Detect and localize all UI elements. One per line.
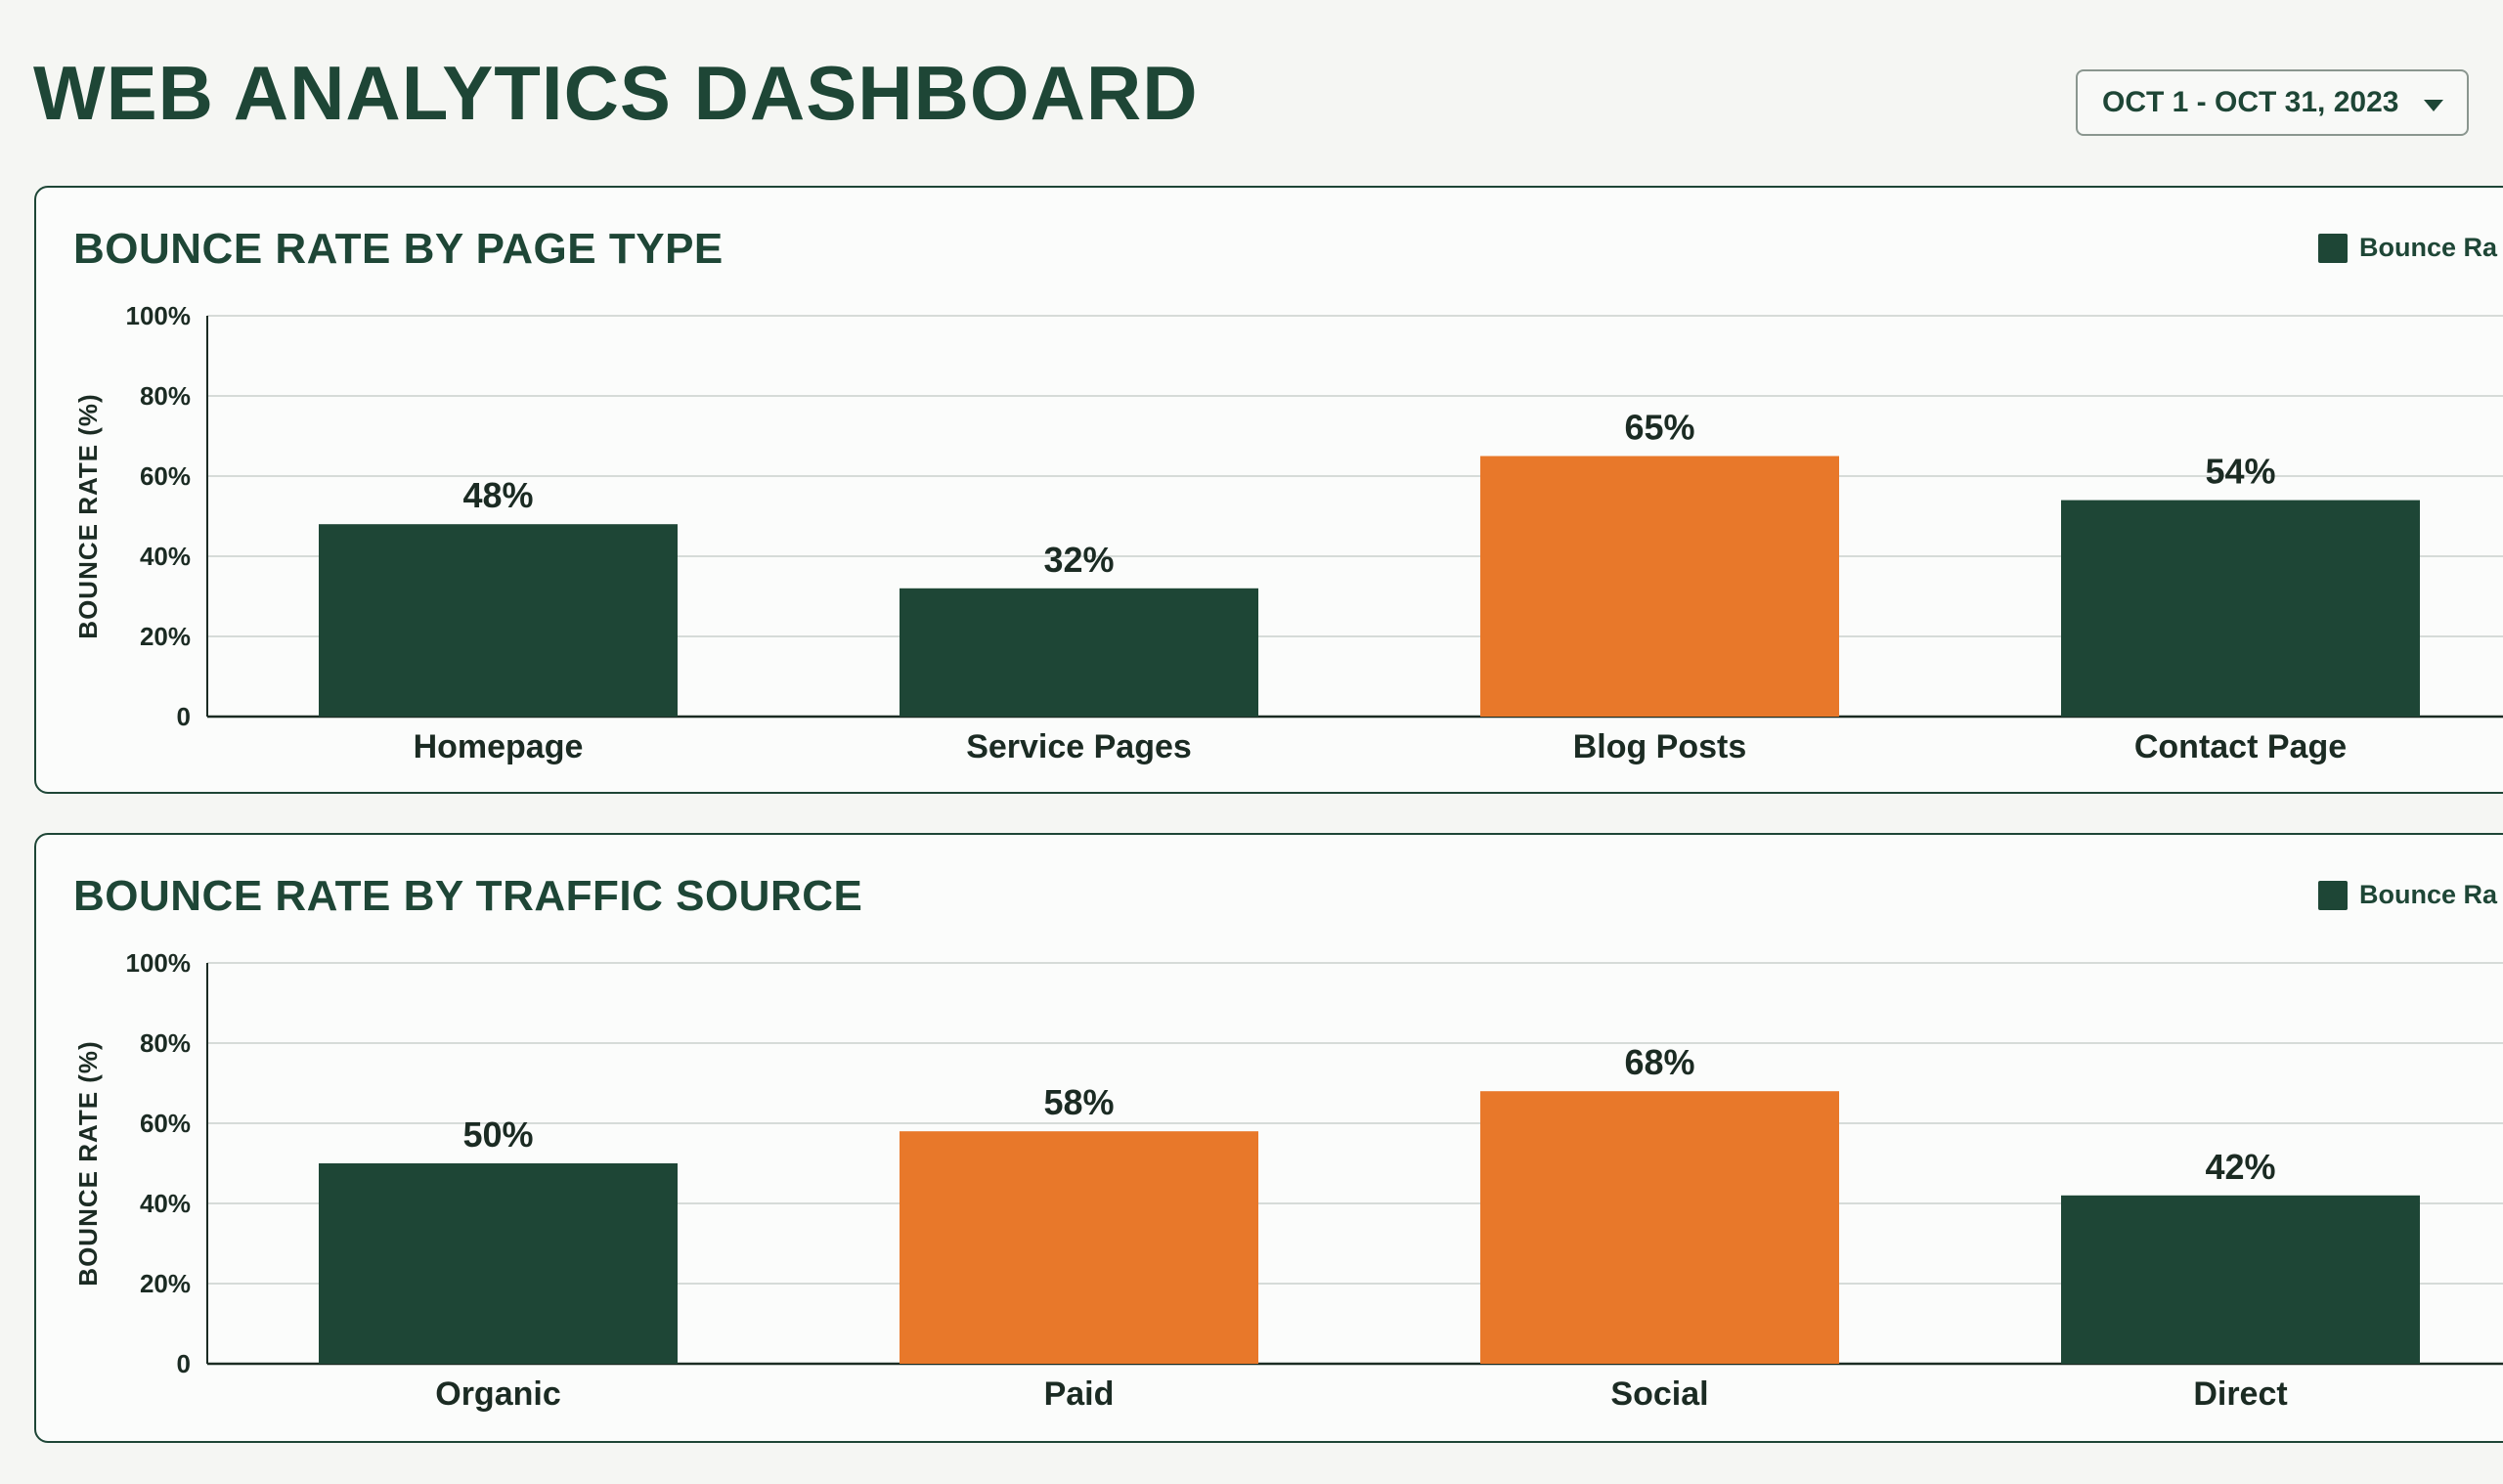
legend-swatch [2318, 880, 2348, 910]
y-tick-label: 0 [177, 702, 191, 731]
data-label: 32% [1043, 540, 1114, 580]
y-tick-label: 0 [177, 1349, 191, 1378]
y-axis-label: BOUNCE RATE (%) [73, 1040, 103, 1286]
data-label: 48% [462, 475, 533, 515]
data-label: 58% [1043, 1082, 1114, 1122]
category-label: Service Pages [966, 728, 1192, 765]
chart-legend: Bounce Ra [2318, 880, 2497, 910]
bar [1480, 456, 1839, 717]
legend-swatch [2318, 233, 2348, 263]
bar [1480, 1091, 1839, 1364]
data-label: 54% [2205, 452, 2275, 492]
bounce-by-page-type-chart: 0 20% 40% 60% 80% 100% BOUNCE RATE (%) 48% Homep… [73, 301, 2503, 765]
y-tick-label: 100% [126, 301, 192, 330]
category-label: Homepage [414, 728, 584, 765]
date-range-label: OCT 1 - OCT 31, 2023 [2102, 86, 2399, 118]
data-label: 50% [462, 1114, 533, 1155]
category-label: Social [1610, 1375, 1708, 1413]
bar [900, 588, 1258, 717]
category-label: Organic [435, 1375, 560, 1413]
y-tick-label: 80% [140, 381, 191, 411]
legend-label: Bounce Ra [2359, 233, 2498, 262]
y-tick-label: 60% [140, 1109, 191, 1138]
chevron-down-icon [2424, 100, 2443, 111]
y-tick-label: 20% [140, 622, 191, 651]
chart-title: BOUNCE RATE BY PAGE TYPE [73, 225, 724, 273]
y-tick-label: 80% [140, 1028, 191, 1058]
bounce-by-traffic-source-chart: 0 20% 40% 60% 80% 100% BOUNCE RATE (%) 50% Organ… [73, 948, 2503, 1413]
bar [319, 1163, 678, 1364]
y-axis-label: BOUNCE RATE (%) [73, 393, 103, 638]
chart-title: BOUNCE RATE BY TRAFFIC SOURCE [73, 872, 863, 920]
data-label: 42% [2205, 1147, 2275, 1187]
y-tick-label: 40% [140, 542, 191, 571]
category-label: Paid [1044, 1375, 1115, 1413]
category-label: Blog Posts [1573, 728, 1747, 765]
y-tick-label: 100% [126, 948, 192, 978]
page-title: WEB ANALYTICS DASHBOARD [33, 50, 1199, 136]
y-tick-label: 20% [140, 1269, 191, 1298]
date-range-dropdown[interactable]: OCT 1 - OCT 31, 2023 [2076, 69, 2469, 136]
legend-label: Bounce Ra [2359, 880, 2498, 909]
data-label: 68% [1624, 1042, 1694, 1082]
category-label: Contact Page [2134, 728, 2347, 765]
chart-legend: Bounce Ra [2318, 233, 2497, 263]
bar [900, 1131, 1258, 1364]
bounce-by-traffic-source-panel: BOUNCE RATE BY TRAFFIC SOURCE Bounce Ra … [34, 833, 2503, 1443]
bounce-by-page-type-panel: BOUNCE RATE BY PAGE TYPE Bounce Ra 0 20% 4… [34, 186, 2503, 794]
bar [2061, 500, 2420, 717]
bar [2061, 1195, 2420, 1364]
category-label: Direct [2193, 1375, 2287, 1413]
y-tick-label: 40% [140, 1189, 191, 1218]
data-label: 65% [1624, 408, 1694, 448]
bar [319, 524, 678, 717]
y-tick-label: 60% [140, 461, 191, 491]
